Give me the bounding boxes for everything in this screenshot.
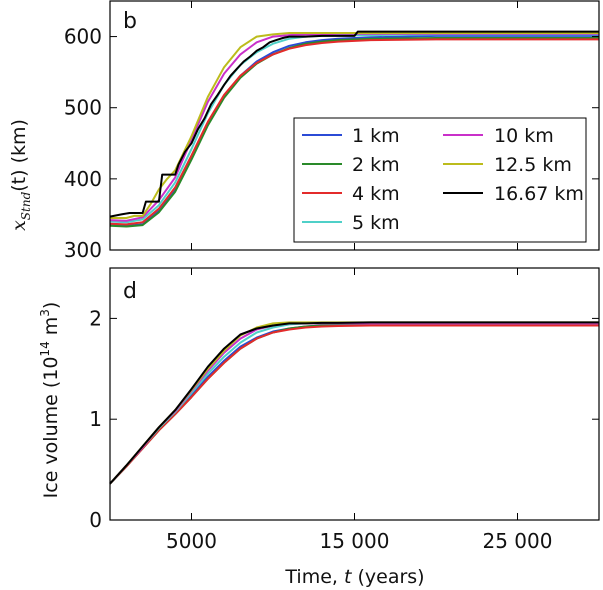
panel-d-y-tick-label: 0	[89, 508, 102, 532]
panel-b-y-tick-label: 500	[64, 96, 102, 120]
panel-d-x-ticks: 5000 15 000 25 000	[166, 268, 552, 553]
panel-d-y-pre: Ice volume (10	[40, 357, 62, 499]
legend-label: 2 km	[352, 154, 400, 176]
panel-d-series-line-2	[109, 324, 599, 485]
panel-d-x-axis-title: Time, t (years)	[284, 566, 424, 588]
panel-d-series	[109, 321, 599, 485]
legend: 1 km 2 km 4 km 5 km 10 km 12.5 km 16.67 km	[293, 117, 587, 243]
panel-b-letter: b	[123, 9, 137, 34]
panel-d-y-ticks: 0 1 2	[89, 306, 599, 532]
panel-b-series-line-6	[109, 30, 599, 218]
panel-d-y-post: )	[40, 302, 62, 309]
panel-b-y-ticks: 300 400 500 600	[64, 1, 599, 262]
panel-d: 0 1 2 5000 15 000 25 000 d Ice volume (1014 …	[38, 267, 600, 588]
panel-b-y-tick-label: 300	[64, 238, 102, 262]
panel-b-y-tick-label: 400	[64, 167, 102, 191]
panel-b-y-axis-title: xStnd(t) (km)	[8, 119, 33, 231]
legend-label: 4 km	[352, 183, 400, 205]
panel-b-y-rest: (t) (km)	[8, 119, 30, 192]
panel-b-series-line-5	[110, 32, 599, 219]
panel-d-y-sup2: 3	[38, 309, 52, 317]
panel-b-series-line-1	[109, 37, 599, 228]
panel-d-series-line-3	[109, 322, 599, 485]
panel-d-letter: d	[123, 279, 137, 304]
panel-d-frame	[109, 267, 600, 521]
panel-d-y-mid: m	[40, 317, 62, 342]
panel-b-y-subscript: Stnd	[19, 191, 33, 220]
panel-d-x-tick-label: 25 000	[483, 529, 553, 553]
panel-b-series-line-2	[109, 38, 599, 226]
panel-d-x-tick-label: 5000	[166, 529, 217, 553]
panel-d-x-italic: t	[344, 566, 353, 588]
panel-b-y-symbol: x	[8, 220, 30, 231]
legend-label: 16.67 km	[494, 183, 584, 205]
panel-b-y-tick-label: 600	[64, 25, 102, 49]
panel-d-x-tick-label: 15 000	[320, 529, 390, 553]
panel-d-y-sup1: 14	[38, 341, 52, 356]
legend-box	[293, 117, 587, 243]
panel-b: 300 400 500 600 b xStnd(t) (km) 1 km 2 km 4 k…	[8, 0, 600, 262]
panel-d-y-tick-label: 2	[89, 306, 102, 330]
panel-b-series	[109, 30, 599, 228]
panel-d-y-tick-label: 1	[89, 407, 102, 431]
panel-d-x-post: (years)	[351, 566, 424, 588]
panel-d-series-line-6	[109, 321, 599, 485]
panel-d-x-pre: Time,	[284, 566, 344, 588]
legend-label: 10 km	[494, 125, 554, 147]
panel-d-y-axis-title: Ice volume (1014 m3)	[38, 302, 62, 499]
legend-label: 12.5 km	[494, 154, 572, 176]
legend-label: 5 km	[352, 212, 400, 234]
legend-label: 1 km	[352, 125, 400, 147]
